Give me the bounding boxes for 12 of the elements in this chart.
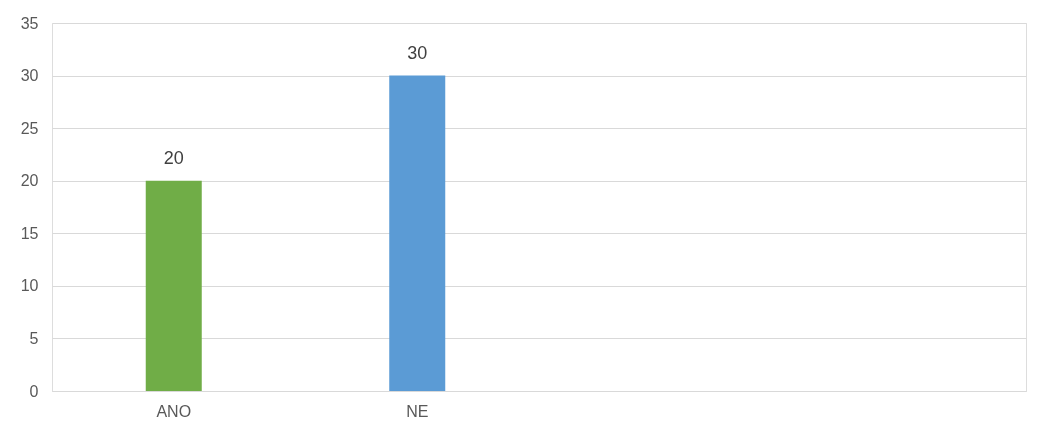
data-label: 30 [407, 42, 428, 63]
x-tick-label: ANO [156, 402, 192, 420]
y-tick-label: 15 [20, 224, 39, 242]
y-tick-label: 0 [29, 382, 39, 400]
x-tick-label: NE [406, 402, 429, 420]
y-tick-label: 10 [20, 277, 39, 295]
data-label: 20 [163, 147, 184, 168]
y-tick-label: 25 [20, 119, 39, 137]
y-tick-label: 30 [20, 67, 39, 85]
y-tick-label: 35 [20, 14, 39, 32]
y-tick-label: 5 [29, 329, 39, 347]
y-tick-label: 20 [20, 172, 39, 190]
